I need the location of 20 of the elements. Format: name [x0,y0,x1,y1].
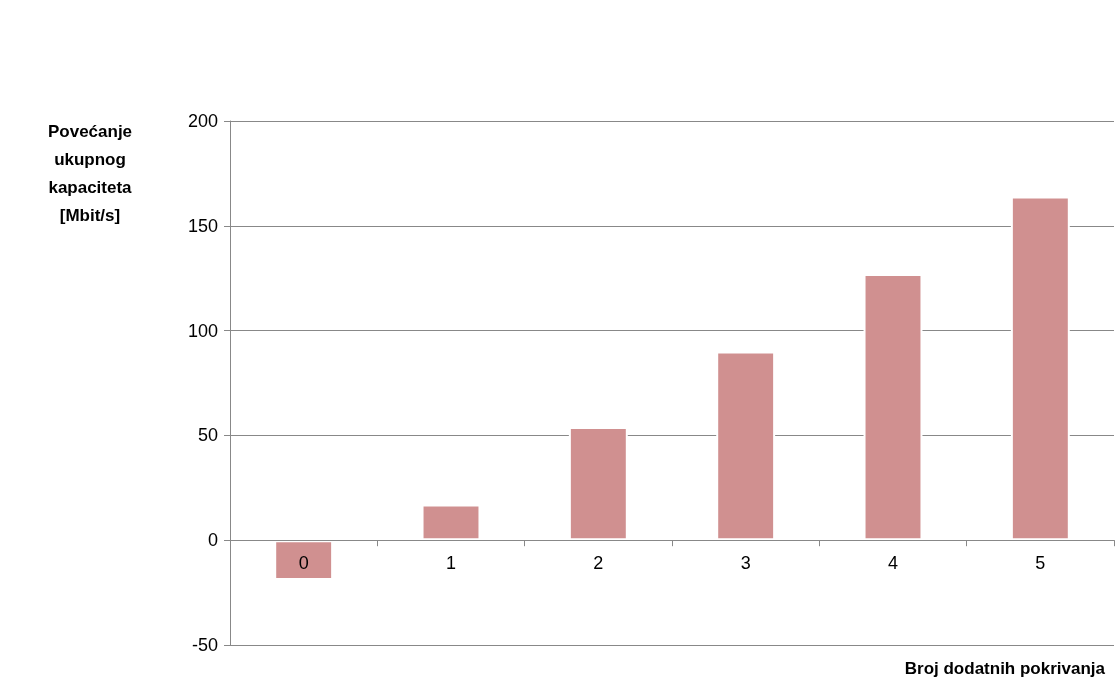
bar [863,274,923,541]
y-tick-label: -50 [191,635,218,655]
y-axis-title: Povećanje ukupnog kapaciteta [Mbit/s] [47,121,133,225]
x-tick-label: 2 [593,553,604,574]
x-tick-label: 1 [445,553,457,574]
x-tick-label: 3 [740,553,751,574]
x-axis-title: Broj dodatnih pokrivanja [904,659,1106,678]
y-tick-label: 50 [197,425,218,446]
y-tick-label: 150 [187,215,218,236]
bar [716,351,776,541]
x-tick-label: 4 [887,553,899,574]
x-tick-label: 5 [1035,553,1046,574]
bar [1010,196,1070,541]
bar [274,540,334,581]
y-tick-label: 200 [187,111,218,131]
bar [421,504,481,541]
y-tick-label: 0 [207,530,218,551]
bar [568,427,628,541]
y-tick-label: 100 [187,320,218,341]
x-tick-label: 0 [298,553,309,574]
